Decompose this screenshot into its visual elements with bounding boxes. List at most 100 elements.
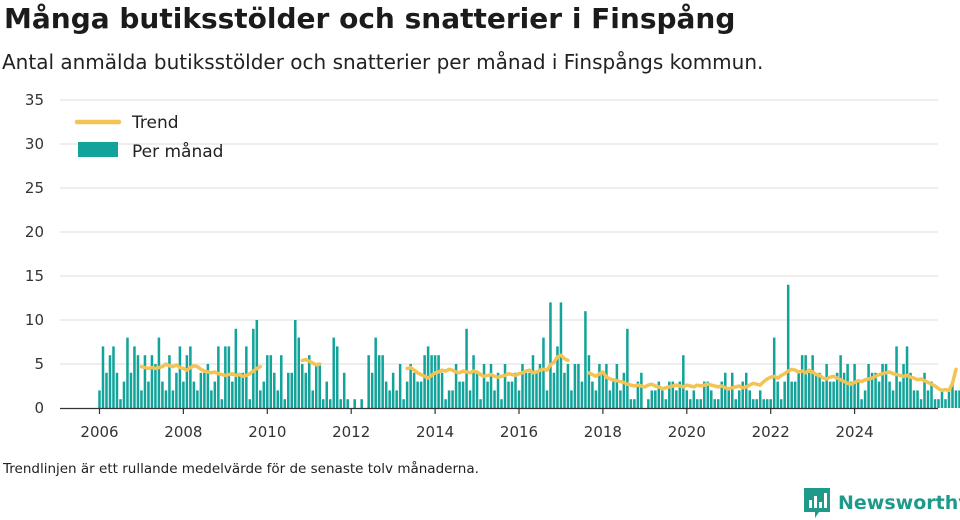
bar-month-155 — [640, 372, 643, 408]
chart-title: Många butiksstölder och snatterier i Fin… — [4, 2, 736, 35]
bar-month-24 — [182, 381, 185, 408]
bar-month-69 — [339, 399, 342, 408]
y-tick-label-35: 35 — [25, 91, 44, 109]
bar-month-22 — [175, 372, 178, 408]
x-tick-label-2016: 2016 — [500, 423, 538, 441]
legend-bar-swatch — [78, 142, 118, 157]
bar-month-43 — [248, 399, 252, 408]
brand[interactable]: Newsworthy — [804, 488, 960, 518]
bar-month-46 — [259, 390, 262, 408]
bar-month-137 — [577, 364, 580, 408]
y-tick-label-30: 30 — [25, 135, 44, 153]
bar-month-44 — [252, 328, 255, 408]
trend-line-segment-1 — [300, 357, 322, 367]
bar-month-148 — [615, 364, 619, 408]
bar-month-217 — [856, 381, 860, 408]
bar-month-96 — [433, 355, 437, 408]
bar-month-32 — [210, 390, 213, 408]
y-tick-label-10: 10 — [25, 311, 44, 329]
bar-month-81 — [381, 355, 384, 408]
bar-month-79 — [374, 337, 377, 408]
y-tick-label-25: 25 — [25, 179, 44, 197]
bar-month-4 — [112, 346, 115, 408]
bar-month-246 — [958, 390, 960, 408]
bar-month-52 — [280, 355, 283, 408]
bar-month-36 — [224, 346, 227, 408]
bar-month-77 — [367, 355, 370, 408]
bar-month-180 — [727, 390, 731, 408]
bar-month-86 — [398, 364, 402, 408]
bar-month-13 — [143, 355, 147, 408]
bar-month-50 — [273, 372, 276, 408]
bar-month-192 — [769, 399, 772, 408]
bar-month-201 — [800, 355, 804, 408]
bar-month-140 — [587, 355, 591, 408]
bar-month-131 — [556, 346, 559, 408]
bar-month-121 — [521, 364, 524, 408]
bar-month-53 — [283, 399, 287, 408]
bar-month-215 — [849, 381, 853, 408]
bar-month-88 — [405, 381, 409, 408]
bar-month-33 — [213, 381, 217, 408]
bar-month-242 — [944, 399, 947, 408]
bar-month-101 — [451, 390, 454, 408]
bar-month-167 — [682, 355, 685, 408]
bar-month-115 — [500, 399, 503, 408]
bar-month-182 — [734, 399, 737, 408]
bar-month-220 — [867, 364, 870, 408]
bar-month-209 — [828, 381, 832, 408]
bar-month-194 — [776, 381, 779, 408]
bar-month-236 — [923, 372, 926, 408]
bar-month-128 — [545, 390, 549, 408]
bar-month-130 — [552, 372, 556, 408]
bar-month-176 — [713, 399, 717, 408]
bar-month-105 — [465, 328, 468, 408]
legend: Trend Per månad — [74, 113, 223, 162]
bar-month-147 — [612, 381, 615, 408]
bar-month-2 — [105, 372, 108, 408]
grid-lines — [60, 99, 938, 365]
bar-month-223 — [877, 381, 881, 408]
bar-month-230 — [902, 364, 905, 408]
bar-month-173 — [703, 381, 706, 408]
bar-month-26 — [189, 346, 192, 408]
bar-month-146 — [608, 390, 612, 408]
x-tick-label-2018: 2018 — [584, 423, 622, 441]
bar-month-175 — [710, 390, 713, 408]
trend-line-segment-0 — [139, 362, 263, 379]
bar-month-34 — [217, 346, 220, 408]
bar-month-114 — [496, 372, 500, 408]
bar-month-152 — [629, 399, 633, 408]
bar-month-208 — [825, 364, 828, 408]
bar-month-142 — [594, 390, 598, 408]
bar-month-224 — [881, 364, 884, 408]
bar-month-144 — [601, 372, 605, 408]
bar-month-184 — [741, 381, 744, 408]
newsworthy-logo-icon — [804, 488, 830, 518]
bar-month-166 — [678, 381, 682, 408]
brand-name: Newsworthy — [838, 492, 960, 514]
bar-month-59 — [304, 372, 308, 408]
bar-month-84 — [391, 372, 395, 408]
bar-month-103 — [458, 381, 461, 408]
bar-month-51 — [276, 390, 280, 408]
bar-month-47 — [262, 381, 266, 408]
bar-month-190 — [762, 399, 765, 408]
bar-month-189 — [758, 390, 762, 408]
bar-month-102 — [454, 364, 458, 408]
bar-month-45 — [255, 320, 259, 408]
bar-month-186 — [748, 390, 751, 408]
bar-month-93 — [423, 355, 426, 408]
bar-month-116 — [503, 364, 507, 408]
bar-month-211 — [835, 372, 839, 408]
bar-month-226 — [888, 381, 891, 408]
bar-month-241 — [940, 390, 944, 408]
bar-month-17 — [157, 337, 161, 408]
bar-month-195 — [779, 399, 783, 408]
bar-month-210 — [832, 381, 835, 408]
bar-month-8 — [126, 337, 129, 408]
bar-month-11 — [136, 355, 140, 408]
bar-month-187 — [751, 399, 755, 408]
bar-month-38 — [231, 381, 234, 408]
bar-month-149 — [619, 390, 622, 408]
